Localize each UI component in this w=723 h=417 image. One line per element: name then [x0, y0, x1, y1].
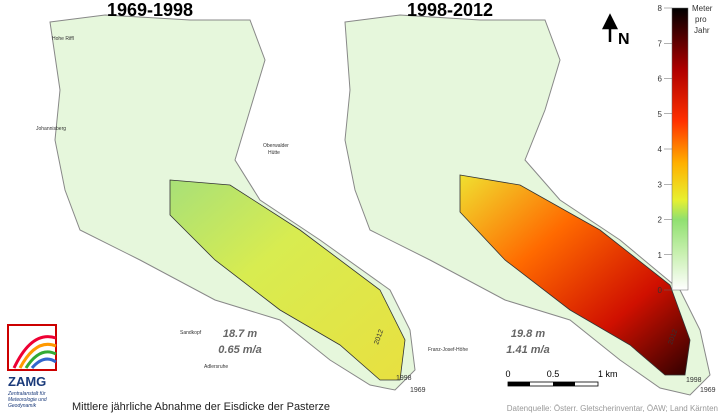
scale-segment [553, 382, 575, 386]
colorbar-label: pro [695, 15, 707, 24]
scale-segment [508, 382, 530, 386]
logo-subtitle: Meteorologie und [8, 397, 47, 403]
colorbar-tick-label: 3 [658, 180, 663, 189]
logo-subtitle: Geodynamik [8, 403, 37, 409]
contour-label: 1969 [700, 387, 716, 394]
contour-label: 1998 [396, 375, 412, 382]
rate: 0.65 m/a [218, 344, 261, 356]
colorbar-label: Meter [692, 4, 713, 13]
glacier-tongue [169, 179, 406, 381]
north-arrow: N [601, 13, 630, 48]
panel-title: 1969-1998 [107, 0, 193, 20]
colorbar-tick-label: 2 [658, 216, 663, 225]
logo-name: ZAMG [8, 374, 46, 389]
place-label: Hütte [268, 150, 280, 156]
colorbar-tick-label: 7 [658, 39, 663, 48]
colorbar-tick-label: 0 [658, 286, 663, 295]
thickness-loss: 19.8 m [511, 328, 545, 340]
colorbar-tick-label: 4 [658, 145, 663, 154]
place-label: Hohe Riffl [52, 36, 74, 42]
logo: ZAMG Zentralanstalt für Meteorologie und… [7, 324, 57, 409]
logo-subtitle: Zentralanstalt für [7, 391, 46, 397]
place-label: Franz-Josef-Höhe [428, 347, 468, 353]
colorbar-tick-label: 5 [658, 110, 663, 119]
rate: 1.41 m/a [506, 344, 549, 356]
logo-frame [7, 324, 57, 371]
contour-label: 2012 [667, 329, 679, 346]
colorbar-ramp [671, 7, 689, 291]
contour-label: 1969 [410, 387, 426, 394]
place-label: Sandkopf [180, 330, 202, 336]
place-label: Oberwalder [263, 143, 289, 149]
logo-arc [12, 335, 57, 369]
north-label: N [618, 31, 630, 48]
place-label: Adlersruhe [204, 364, 228, 370]
panel-left: 1969-1998 Hohe Riffl Johannisberg Oberwa… [36, 0, 426, 394]
colorbar-tick-label: 1 [658, 251, 663, 260]
contour-label: 1998 [686, 377, 702, 384]
scale-bar: 0 0.5 1 km [505, 369, 618, 387]
colorbar: Meter pro Jahr 0 1 2 3 4 5 6 7 8 [658, 4, 713, 295]
source: Datenquelle: Österr. Gletscherinventar, … [507, 404, 718, 413]
caption: Mittlere jährliche Abnahme der Eisdicke … [72, 401, 330, 413]
colorbar-tick-label: 6 [658, 75, 663, 84]
colorbar-label: Jahr [694, 26, 710, 35]
place-label: Johannisberg [36, 126, 66, 132]
logo-arc [24, 350, 57, 369]
contour-label: 2012 [373, 329, 385, 346]
thickness-loss: 18.7 m [223, 328, 257, 340]
scale-label: 0 [505, 369, 510, 379]
glacier-tongue [459, 174, 691, 376]
logo-arc [30, 357, 57, 370]
logo-arc [18, 342, 57, 369]
panel-right: 1998-2012 Franz-Josef-Höhe 19.8 m 1.41 m… [344, 0, 716, 396]
colorbar-tick-label: 8 [658, 4, 663, 13]
panel-title: 1998-2012 [407, 0, 493, 20]
scale-label: 0.5 [547, 369, 560, 379]
arrow [601, 13, 619, 42]
scale-label: 1 km [598, 369, 618, 379]
